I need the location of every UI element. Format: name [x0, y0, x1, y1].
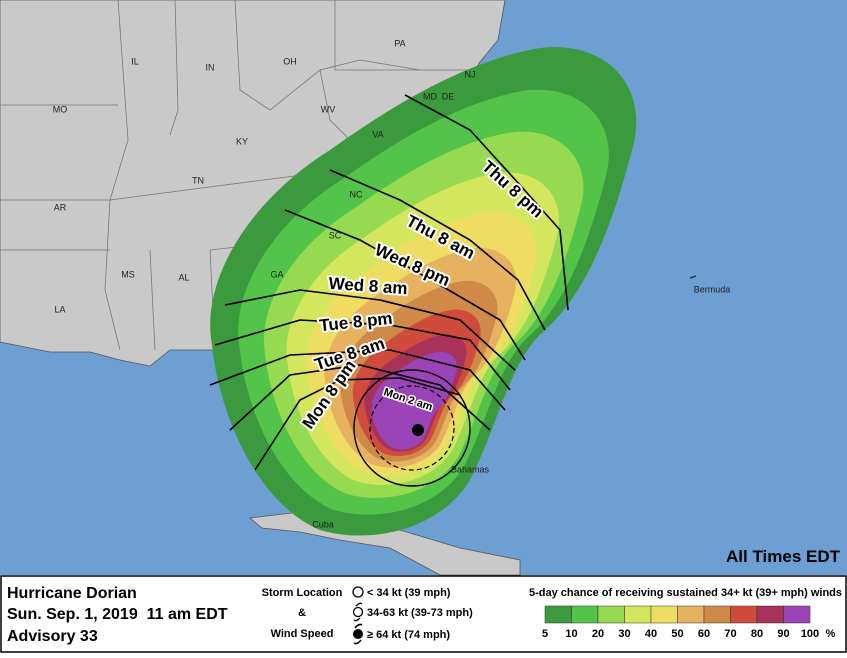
key-icon: [353, 623, 363, 645]
key-heading: Wind Speed: [271, 628, 334, 640]
scale-box: [756, 605, 784, 624]
scale-label: 5: [542, 628, 548, 640]
scale-label: 100: [801, 628, 819, 640]
bermuda-island: [689, 275, 697, 279]
scale-label: 40: [645, 628, 657, 640]
scale-label: 50: [671, 628, 683, 640]
state-label: OH: [283, 56, 297, 66]
scale-label: 20: [592, 628, 604, 640]
state-label: NC: [350, 189, 363, 199]
state-label: NJ: [465, 69, 476, 79]
key-icon: [352, 602, 364, 622]
state-label: MS: [121, 269, 135, 279]
key-heading: Storm Location: [262, 587, 343, 599]
key-item: < 34 kt (39 mph): [367, 587, 451, 599]
scale-box: [677, 605, 705, 624]
state-label: LA: [54, 304, 65, 314]
timing-lines: [209, 94, 569, 487]
scale-label: 10: [565, 628, 577, 640]
probability-scale: 5 10 20 30 40 50 60 70 80 90 100%: [542, 605, 836, 640]
key-heading: &: [298, 607, 306, 619]
scale-box: [597, 605, 625, 624]
state-label: SC: [329, 230, 342, 240]
scale-box: [571, 605, 599, 624]
scale-label: 90: [777, 628, 789, 640]
place-label: Bermuda: [694, 284, 731, 294]
place-label: Cuba: [312, 519, 334, 529]
scale-box: [544, 605, 572, 624]
state-label: MO: [53, 104, 68, 114]
scale-box: [783, 605, 811, 624]
storm-name: Hurricane Dorian: [7, 585, 137, 602]
advisory-time: Sun. Sep. 1, 2019 11 am EDT: [7, 606, 228, 623]
state-label: IN: [206, 62, 215, 72]
scale-label: 80: [751, 628, 763, 640]
state-label: TN: [192, 175, 204, 185]
state-label: MD: [423, 91, 437, 101]
state-labels: PA IL IN OH MO KY WV VA TN NC AR SC MS A…: [53, 38, 731, 529]
scale-box: [703, 605, 731, 624]
state-label: AR: [54, 202, 67, 212]
scale-box: [624, 605, 652, 624]
state-label: GA: [270, 269, 283, 279]
state-label: IL: [131, 56, 139, 66]
scale-label: 30: [618, 628, 630, 640]
cone-band: [371, 351, 457, 450]
key-icon: [352, 586, 364, 598]
scale-title: 5-day chance of receiving sustained 34+ …: [529, 587, 842, 599]
state-label: AL: [178, 272, 189, 282]
scale-label: 60: [698, 628, 710, 640]
key-item: 34-63 kt (39-73 mph): [367, 607, 473, 619]
advisory-number: Advisory 33: [7, 628, 98, 645]
place-label: Bahamas: [451, 464, 490, 474]
state-label: PA: [394, 38, 405, 48]
state-label: DE: [442, 91, 455, 101]
key-item: ≥ 64 kt (74 mph): [367, 629, 450, 641]
scale-box: [730, 605, 758, 624]
state-label: VA: [372, 129, 383, 139]
state-label: KY: [236, 136, 248, 146]
time-zone-note: All Times EDT: [726, 547, 841, 566]
scale-unit: %: [826, 628, 836, 640]
state-label: WV: [321, 104, 336, 114]
scale-label: 70: [724, 628, 736, 640]
scale-box: [650, 605, 678, 624]
